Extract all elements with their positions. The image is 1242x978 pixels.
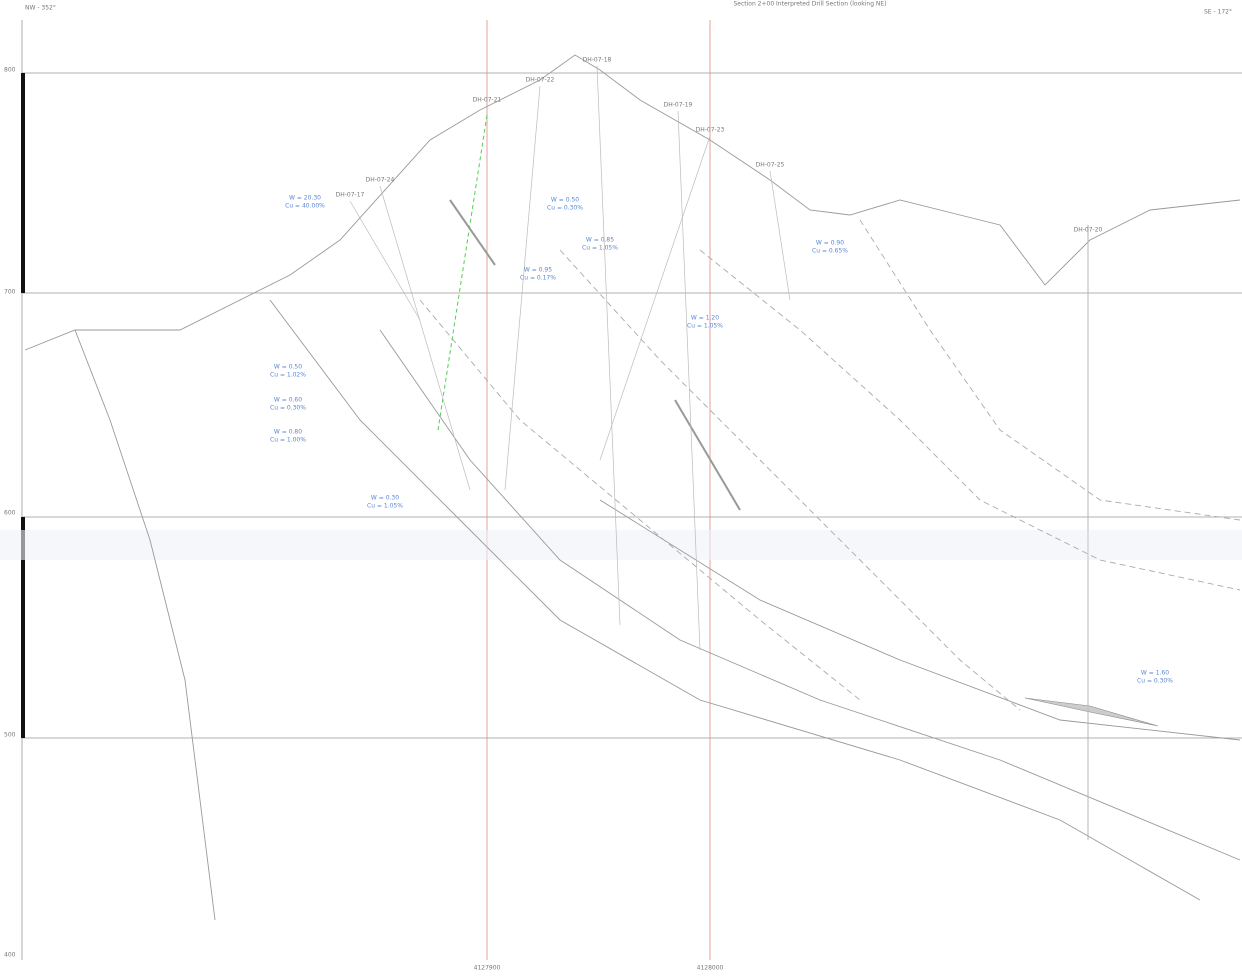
header-right: SE - 172°	[1204, 9, 1232, 16]
assay-label: W = 0.95	[524, 267, 552, 274]
assay-label: Cu = 1.05%	[367, 503, 403, 510]
assay-label: Cu = 0.30%	[1137, 678, 1173, 685]
drill-hole	[677, 110, 701, 651]
hole-label: DH-07-21	[473, 97, 502, 104]
assay-label: W = 0.50	[274, 364, 302, 371]
drill-hole	[769, 170, 791, 301]
assay-label: Cu = 0.30%	[270, 405, 306, 412]
ore-lens	[449, 199, 496, 266]
hole-label: DH-07-22	[526, 77, 555, 84]
title: Section 2+00 Interpreted Drill Section (…	[733, 1, 886, 8]
assay-label: Cu = 1.00%	[270, 437, 306, 444]
header-left: NW - 352°	[25, 5, 56, 12]
assay-label: Cu = 1.05%	[582, 245, 618, 252]
assay-label: W = 0.60	[274, 397, 302, 404]
assay-label: Cu = 40.00%	[285, 203, 325, 210]
assay-label: Cu = 0.65%	[812, 248, 848, 255]
topography	[24, 54, 1241, 351]
elevation-label: 400	[4, 952, 16, 959]
contact	[74, 329, 216, 921]
drill-hole	[599, 135, 711, 461]
assay-label: W = 20.30	[289, 195, 321, 202]
easting-label: 4128000	[697, 965, 724, 972]
drill-holes	[349, 65, 1089, 840]
ore-lens	[1024, 697, 1159, 727]
geology	[24, 54, 1241, 921]
hole-label: DH-07-25	[756, 162, 785, 169]
assay-label: Cu = 1.05%	[687, 323, 723, 330]
elevation-label: 500	[4, 732, 16, 739]
assay-label: W = 0.30	[371, 495, 399, 502]
hole-label: DH-07-23	[696, 127, 725, 134]
assay-label: Cu = 0.17%	[520, 275, 556, 282]
assay-label: Cu = 0.30%	[547, 205, 583, 212]
assay-label: Cu = 1.02%	[270, 372, 306, 379]
drill-hole	[596, 65, 621, 626]
contact	[599, 499, 1241, 741]
assay-label: W = 0.90	[816, 240, 844, 247]
fault	[419, 299, 861, 701]
labels: 800 700 600 500 400 4127900 4128000 DH-07-21 DH-…	[4, 57, 1173, 972]
assay-label: W = 0.50	[551, 197, 579, 204]
elevation-label: 600	[4, 510, 16, 517]
drill-hole	[504, 85, 541, 491]
assay-label: W = 1.20	[691, 315, 719, 322]
scan-band	[0, 530, 1242, 560]
fault	[559, 249, 1021, 711]
assay-label: W = 0.80	[274, 429, 302, 436]
fault	[699, 249, 1241, 591]
elevation-label: 700	[4, 289, 16, 296]
scale-bar	[21, 517, 25, 738]
drill-hole	[379, 185, 471, 491]
elevation-label: 800	[4, 67, 16, 74]
ore-lens	[674, 399, 741, 511]
hole-label: DH-07-19	[664, 102, 693, 109]
fault	[859, 219, 1241, 521]
hole-label: DH-07-24	[366, 177, 395, 184]
easting-label: 4127900	[474, 965, 501, 972]
assay-label: W = 1.60	[1141, 670, 1169, 677]
drill-hole	[349, 200, 421, 321]
hole-label: DH-07-17	[336, 192, 365, 199]
hole-label: DH-07-18	[583, 57, 612, 64]
grid	[0, 20, 1242, 960]
hole-label: DH-07-20	[1074, 227, 1103, 234]
assay-label: W = 0.85	[586, 237, 614, 244]
scale-bar	[21, 73, 25, 293]
contact	[379, 329, 1241, 861]
contact	[269, 299, 1201, 901]
